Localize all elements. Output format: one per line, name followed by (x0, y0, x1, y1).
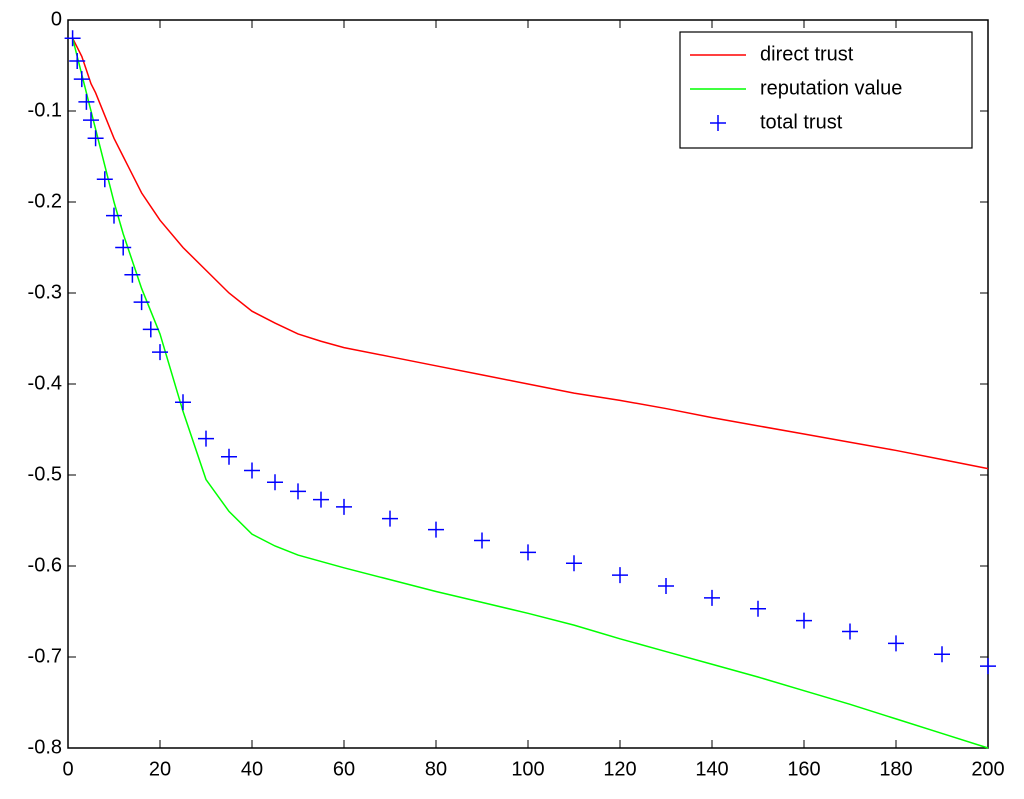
data-marker (152, 344, 168, 361)
data-marker (704, 589, 720, 606)
x-tick-label: 80 (425, 758, 447, 780)
data-marker (796, 612, 812, 629)
y-tick-label: 0 (51, 8, 62, 30)
data-marker (382, 510, 398, 527)
data-marker (842, 623, 858, 640)
data-marker (934, 646, 950, 663)
data-marker (124, 266, 141, 283)
data-marker (658, 578, 674, 595)
data-marker (133, 294, 150, 311)
x-tick-label: 160 (787, 758, 820, 780)
x-tick-label: 100 (511, 758, 544, 780)
x-tick-label: 120 (603, 758, 636, 780)
y-tick-label: -0.3 (28, 281, 62, 303)
data-marker (73, 71, 90, 88)
data-marker (78, 93, 95, 110)
legend-label: reputation value (760, 77, 902, 99)
data-marker (612, 567, 628, 584)
y-tick-label: -0.4 (28, 372, 62, 394)
y-tick-label: -0.2 (28, 190, 62, 212)
y-tick-label: -0.6 (28, 554, 62, 576)
y-tick-label: -0.8 (28, 736, 62, 758)
y-tick-label: -0.7 (28, 645, 62, 667)
data-marker (87, 130, 104, 147)
legend-box (679, 31, 973, 149)
data-line (71, 38, 989, 749)
data-marker (244, 462, 260, 479)
legend-label: total trust (760, 111, 843, 133)
data-marker (106, 207, 122, 224)
x-tick-label: 200 (971, 758, 1004, 780)
data-marker (474, 532, 490, 549)
x-tick-label: 180 (879, 758, 912, 780)
data-marker (198, 430, 214, 447)
data-marker (221, 448, 237, 465)
legend-marker (710, 115, 726, 131)
data-marker (888, 635, 904, 652)
data-marker (750, 600, 766, 617)
data-marker (267, 474, 283, 491)
data-marker (64, 30, 81, 47)
data-marker (69, 52, 86, 69)
x-tick-label: 60 (333, 758, 355, 780)
x-tick-label: 20 (149, 758, 171, 780)
data-marker (115, 239, 132, 256)
data-line (71, 37, 989, 470)
x-tick-label: 40 (241, 758, 263, 780)
data-marker (290, 483, 306, 500)
data-marker (566, 555, 582, 572)
y-tick-label: -0.5 (28, 463, 62, 485)
x-tick-label: 140 (695, 758, 728, 780)
data-marker (142, 321, 159, 338)
data-marker (980, 658, 996, 675)
data-marker (96, 171, 113, 188)
legend-label: direct trust (760, 43, 854, 65)
data-marker (428, 521, 444, 538)
data-marker (83, 112, 99, 129)
y-tick-label: -0.1 (28, 99, 62, 121)
x-tick-label: 0 (62, 758, 73, 780)
data-marker (313, 491, 329, 508)
data-marker (336, 498, 352, 515)
data-marker (175, 394, 191, 411)
data-marker (520, 544, 536, 561)
